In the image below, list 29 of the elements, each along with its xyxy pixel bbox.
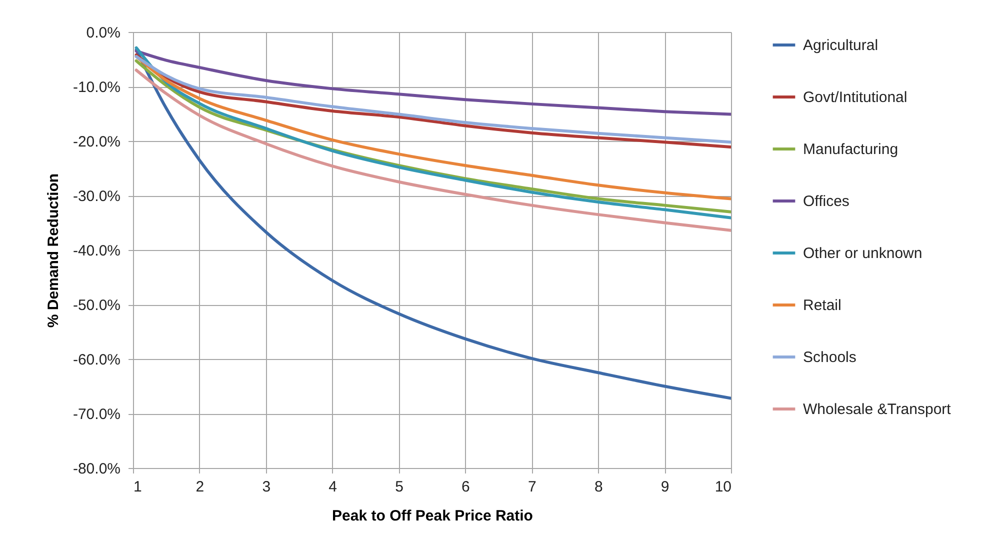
x-tick-label: 9 [660,478,670,496]
legend-label: Agricultural [803,37,878,54]
legend-label: Retail [803,297,842,314]
y-tick-label: -40.0% [72,242,120,260]
x-tick-label: 1 [134,478,142,496]
legend-label: Schools [803,349,856,366]
x-tick-label: 2 [196,478,204,496]
y-tick-label: -80.0% [72,460,120,478]
y-tick-label: -20.0% [72,134,120,150]
y-tick-label: -60.0% [72,352,120,368]
x-tick-label: 5 [395,478,404,496]
legend-label: Wholesale &Transport [803,401,952,418]
y-tick-label: -70.0% [72,406,120,423]
x-tick-label: 7 [528,478,536,496]
x-tick-label: 4 [328,478,338,496]
y-axis-title: % Demand Reduction [44,173,62,328]
x-tick-label: 3 [262,478,271,496]
x-tick-label: 6 [462,478,470,496]
y-tick-label: -50.0% [72,297,120,314]
legend-label: Other or unknown [803,245,922,262]
y-tick-label: -10.0% [72,79,120,96]
x-tick-label: 8 [594,478,603,496]
legend-label: Manufacturing [803,141,898,158]
legend-label: Offices [803,193,850,210]
y-tick-label: -30.0% [72,188,120,205]
legend-label: Govt/Intitutional [803,89,908,106]
y-tick-label: 0.0% [86,24,120,42]
x-tick-label: 10 [714,478,732,496]
x-axis-title: Peak to Off Peak Price Ratio [332,508,533,524]
